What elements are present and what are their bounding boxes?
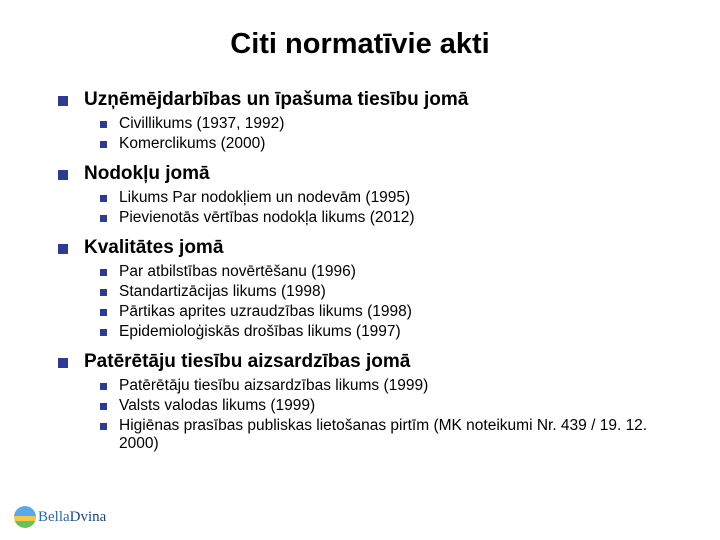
list-item: Patērētāju tiesību aizsardzības likums (…	[100, 377, 680, 395]
logo-text: BellaDvina	[38, 509, 106, 526]
square-bullet-icon	[100, 141, 107, 148]
section-items: Civillikums (1937, 1992) Komerclikums (2…	[58, 115, 680, 153]
list-item: Civillikums (1937, 1992)	[100, 115, 680, 133]
square-bullet-icon	[100, 215, 107, 222]
list-item-text: Civillikums (1937, 1992)	[119, 115, 284, 133]
logo-icon	[14, 506, 36, 528]
list-item: Pārtikas aprites uzraudzības likums (199…	[100, 303, 680, 321]
list-item: Par atbilstības novērtēšanu (1996)	[100, 263, 680, 281]
list-item-text: Komerclikums (2000)	[119, 135, 265, 153]
list-item: Valsts valodas likums (1999)	[100, 397, 680, 415]
list-item: Standartizācijas likums (1998)	[100, 283, 680, 301]
square-bullet-icon	[100, 403, 107, 410]
section-heading-text: Nodokļu jomā	[84, 163, 210, 185]
square-bullet-icon	[100, 269, 107, 276]
square-bullet-icon	[58, 170, 68, 180]
list-item-text: Valsts valodas likums (1999)	[119, 397, 315, 415]
list-item: Komerclikums (2000)	[100, 135, 680, 153]
section-heading: Patērētāju tiesību aizsardzības jomā	[58, 351, 680, 373]
square-bullet-icon	[100, 309, 107, 316]
square-bullet-icon	[58, 244, 68, 254]
section-items: Likums Par nodokļiem un nodevām (1995) P…	[58, 189, 680, 227]
square-bullet-icon	[58, 358, 68, 368]
slide-title: Citi normatīvie akti	[0, 0, 720, 61]
section-heading: Nodokļu jomā	[58, 163, 680, 185]
list-item-text: Likums Par nodokļiem un nodevām (1995)	[119, 189, 410, 207]
section-items: Patērētāju tiesību aizsardzības likums (…	[58, 377, 680, 453]
slide-content: Uzņēmējdarbības un īpašuma tiesību jomā …	[0, 61, 720, 453]
square-bullet-icon	[100, 423, 107, 430]
list-item-text: Patērētāju tiesību aizsardzības likums (…	[119, 377, 428, 395]
square-bullet-icon	[100, 289, 107, 296]
list-item-text: Higiēnas prasības publiskas lietošanas p…	[119, 417, 680, 453]
slide: Citi normatīvie akti Uzņēmējdarbības un …	[0, 0, 720, 540]
list-item-text: Epidemioloģiskās drošības likums (1997)	[119, 323, 401, 341]
section-heading-text: Patērētāju tiesību aizsardzības jomā	[84, 351, 410, 373]
section-heading-text: Kvalitātes jomā	[84, 237, 223, 259]
section-heading: Kvalitātes jomā	[58, 237, 680, 259]
square-bullet-icon	[100, 383, 107, 390]
list-item-text: Pārtikas aprites uzraudzības likums (199…	[119, 303, 412, 321]
list-item-text: Par atbilstības novērtēšanu (1996)	[119, 263, 356, 281]
square-bullet-icon	[100, 329, 107, 336]
list-item-text: Standartizācijas likums (1998)	[119, 283, 326, 301]
list-item: Pievienotās vērtības nodokļa likums (201…	[100, 209, 680, 227]
square-bullet-icon	[58, 96, 68, 106]
square-bullet-icon	[100, 121, 107, 128]
section-items: Par atbilstības novērtēšanu (1996) Stand…	[58, 263, 680, 341]
list-item-text: Pievienotās vērtības nodokļa likums (201…	[119, 209, 415, 227]
section-heading: Uzņēmējdarbības un īpašuma tiesību jomā	[58, 89, 680, 111]
square-bullet-icon	[100, 195, 107, 202]
logo: BellaDvina	[14, 506, 106, 528]
list-item: Epidemioloģiskās drošības likums (1997)	[100, 323, 680, 341]
list-item: Higiēnas prasības publiskas lietošanas p…	[100, 417, 680, 453]
section-heading-text: Uzņēmējdarbības un īpašuma tiesību jomā	[84, 89, 468, 111]
list-item: Likums Par nodokļiem un nodevām (1995)	[100, 189, 680, 207]
